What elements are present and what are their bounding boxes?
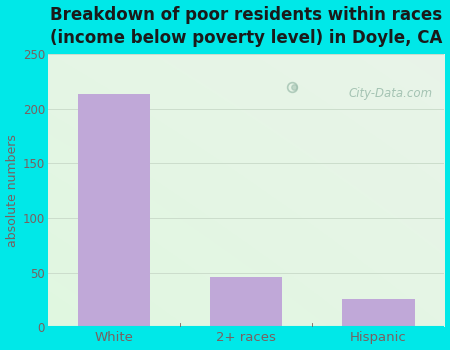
Y-axis label: absolute numbers: absolute numbers [5, 134, 18, 247]
Bar [77, 93, 150, 327]
Bar [210, 277, 283, 327]
Title: Breakdown of poor residents within races
(income below poverty level) in Doyle, : Breakdown of poor residents within races… [50, 6, 442, 47]
Text: City-Data.com: City-Data.com [348, 87, 432, 100]
Bar [342, 299, 415, 327]
